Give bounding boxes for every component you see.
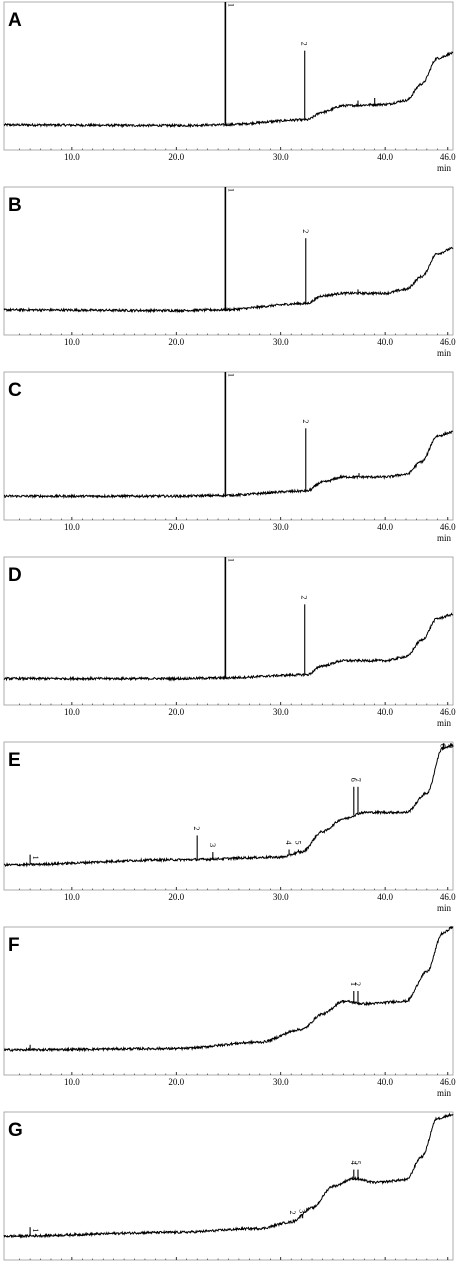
peak-label: 2: [300, 42, 309, 46]
x-tick-label: 46.0: [440, 337, 456, 347]
x-tick-label: 30.0: [273, 1077, 289, 1087]
x-tick-label: 40.0: [377, 152, 393, 162]
x-unit-label: min: [437, 718, 452, 728]
x-tick-label: 46.0: [440, 707, 456, 717]
x-tick-label: 46.0: [440, 892, 456, 902]
peak-label: 6: [349, 778, 358, 782]
peak-label: 1: [31, 1228, 40, 1232]
plot-frame: [3, 1111, 454, 1261]
x-unit-label: min: [437, 1088, 452, 1098]
plot-frame: [3, 1, 454, 151]
x-tick-label: 10.0: [64, 522, 80, 532]
panel-label: D: [8, 565, 22, 586]
x-tick-label: 20.0: [168, 152, 184, 162]
plot-frame: [3, 741, 454, 891]
x-tick-label: 20.0: [168, 892, 184, 902]
x-unit-label: min: [437, 533, 452, 543]
peak-label: 9: [446, 744, 455, 748]
x-tick-label: 10.0: [64, 337, 80, 347]
chromatogram-trace: [3, 743, 454, 868]
x-unit-label: min: [437, 903, 452, 913]
x-tick-label: 10.0: [64, 892, 80, 902]
peak-label: 1: [226, 3, 235, 7]
x-tick-label: 10.0: [64, 1077, 80, 1087]
peak-label: 4: [349, 1161, 358, 1165]
x-tick-label: 46.0: [440, 152, 456, 162]
peak-label: 1: [226, 373, 235, 377]
x-tick-label: 40.0: [377, 522, 393, 532]
panel-label: B: [8, 195, 22, 216]
x-tick-label: 10.0: [64, 707, 80, 717]
peak-label: 5: [293, 841, 302, 845]
peak-label: 5: [353, 1161, 362, 1165]
chromatogram-trace: [3, 612, 454, 682]
panel-label: A: [8, 10, 22, 31]
panel-label: G: [8, 1120, 23, 1141]
x-tick-label: 30.0: [273, 892, 289, 902]
chromatogram-trace: [3, 246, 454, 314]
x-unit-label: min: [437, 163, 452, 173]
x-tick-label: 40.0: [377, 707, 393, 717]
x-tick-label: 40.0: [377, 1077, 393, 1087]
plot-frame: [3, 556, 454, 706]
peak-label: 1: [226, 188, 235, 192]
peak-label: 1: [226, 558, 235, 562]
peak-label: 2: [300, 595, 309, 599]
x-tick-label: 20.0: [168, 522, 184, 532]
panel-label: E: [8, 750, 21, 771]
peak-label: 2: [353, 982, 362, 986]
peak-label: 8: [439, 744, 448, 748]
peak-label: 1: [349, 982, 358, 986]
panel-label: F: [8, 935, 20, 956]
x-tick-label: 46.0: [440, 522, 456, 532]
x-unit-label: min: [437, 348, 452, 358]
x-tick-label: 30.0: [273, 707, 289, 717]
x-tick-label: 20.0: [168, 337, 184, 347]
chromatogram-trace: [3, 430, 454, 500]
peak-label: 1: [31, 856, 40, 860]
panel-label: C: [8, 380, 22, 401]
x-tick-label: 20.0: [168, 1077, 184, 1087]
x-tick-label: 20.0: [168, 707, 184, 717]
plot-frame: [3, 926, 454, 1076]
x-tick-label: 30.0: [273, 337, 289, 347]
x-tick-label: 30.0: [273, 522, 289, 532]
x-tick-label: 10.0: [64, 152, 80, 162]
x-tick-label: 40.0: [377, 337, 393, 347]
peak-label: 2: [288, 1211, 297, 1215]
peak-label: 7: [353, 778, 362, 782]
peak-label: 2: [192, 826, 201, 830]
peak-label: 4: [284, 841, 293, 845]
peak-label: 3: [298, 1209, 307, 1213]
peak-label: 3: [208, 843, 217, 847]
plot-frame: [3, 371, 454, 521]
chromatogram-trace: [4, 925, 454, 1053]
x-tick-label: 40.0: [377, 892, 393, 902]
peak-label: 2: [301, 229, 310, 233]
peak-label: 2: [301, 419, 310, 423]
chromatogram-trace: [3, 51, 454, 129]
x-tick-label: 30.0: [273, 152, 289, 162]
chromatogram-trace: [3, 1112, 454, 1239]
plot-frame: [3, 186, 454, 336]
x-tick-label: 46.0: [440, 1077, 456, 1087]
